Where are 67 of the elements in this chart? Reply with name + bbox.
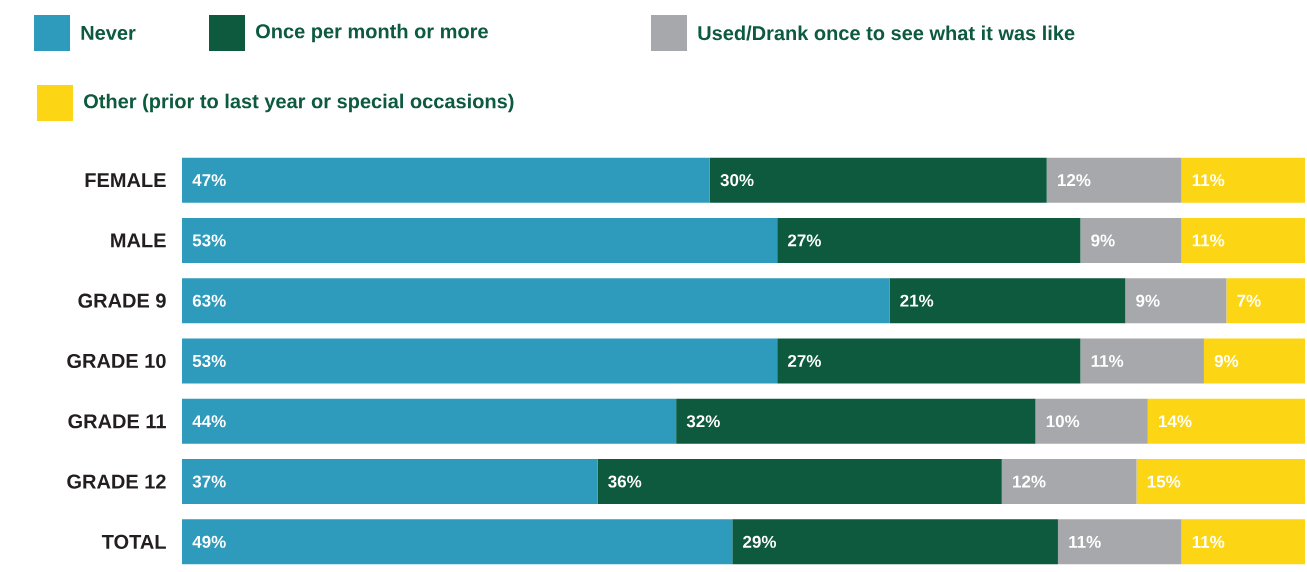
data-label: 53% — [192, 234, 226, 247]
data-label: 11% — [1192, 535, 1225, 548]
legend-label: Never — [81, 26, 136, 40]
data-label: 37% — [192, 475, 226, 488]
data-label: 11% — [1192, 174, 1225, 187]
data-label: 27% — [787, 354, 821, 367]
bar — [709, 157, 1047, 203]
data-label: 11% — [1069, 535, 1101, 548]
legend-label: Other (prior to last year or special occasions) — [84, 93, 514, 113]
data-label: 11% — [1192, 234, 1225, 247]
data-label: 15% — [1147, 475, 1181, 488]
bar — [1136, 459, 1305, 505]
y-tick-label: TOTAL — [101, 534, 166, 549]
bar — [777, 338, 1081, 384]
data-label: 7% — [1237, 294, 1261, 307]
bar — [1181, 157, 1305, 203]
bar — [182, 217, 778, 263]
data-label: 49% — [192, 535, 226, 548]
legend-label: Used/Drank once to see what it was like — [698, 25, 1075, 41]
bar — [1147, 398, 1305, 444]
bar — [777, 217, 1081, 263]
data-label: 36% — [608, 475, 642, 488]
data-label: 12% — [1058, 174, 1091, 187]
bar — [182, 157, 710, 203]
legend-label: Once per month or more — [256, 23, 488, 43]
data-label: 29% — [743, 535, 777, 548]
bar — [597, 459, 1002, 505]
bar — [182, 398, 677, 444]
data-label: 21% — [900, 294, 934, 307]
data-label: 10% — [1046, 415, 1080, 428]
data-label: 32% — [686, 415, 720, 428]
bar — [676, 398, 1036, 444]
bar — [1046, 157, 1182, 203]
bar — [1057, 519, 1182, 565]
bar — [1181, 519, 1305, 565]
data-label: 9% — [1214, 354, 1239, 368]
bar — [1035, 398, 1148, 444]
y-tick-label: GRADE 9 — [78, 293, 166, 308]
y-tick-label: GRADE 11 — [68, 414, 166, 429]
bar — [732, 519, 1058, 565]
bar — [182, 278, 890, 324]
bar — [889, 278, 1126, 324]
bar — [1125, 278, 1227, 324]
data-label: 44% — [192, 415, 226, 428]
bar — [182, 459, 598, 505]
y-tick-label: MALE — [111, 233, 166, 248]
data-label: 9% — [1091, 234, 1115, 247]
data-label: 27% — [787, 234, 821, 247]
data-label: 14% — [1159, 415, 1192, 428]
data-label: 47% — [192, 174, 226, 187]
bar — [1226, 278, 1305, 324]
bar — [1080, 338, 1204, 384]
data-label: 63% — [192, 294, 226, 307]
y-tick-label: GRADE 12 — [67, 474, 166, 489]
bar — [1001, 459, 1137, 505]
y-tick-label: FEMALE — [85, 173, 166, 188]
bar — [1181, 217, 1305, 263]
data-label: 12% — [1013, 475, 1046, 488]
bar — [1080, 217, 1182, 263]
data-label: 9% — [1136, 294, 1160, 307]
bar — [1203, 338, 1305, 384]
data-label: 11% — [1091, 355, 1124, 367]
data-label: 53% — [192, 354, 226, 368]
data-label: 30% — [720, 174, 754, 187]
bar — [182, 519, 733, 565]
bar — [182, 338, 778, 384]
y-tick-label: GRADE 10 — [67, 353, 166, 369]
